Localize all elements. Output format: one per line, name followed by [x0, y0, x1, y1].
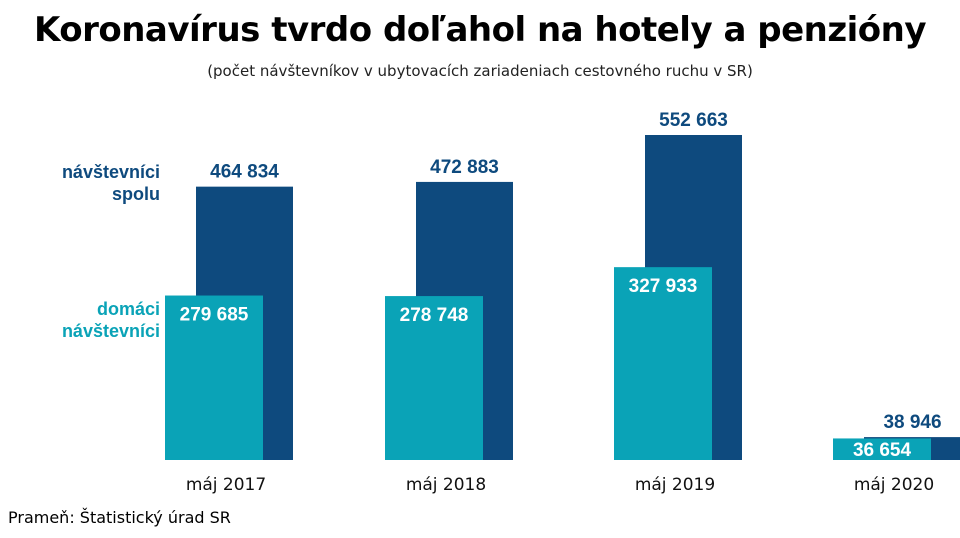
legend-total-visitors: návštevníci spolu [61, 162, 160, 204]
value-label-domestic-2: 327 933 [629, 276, 698, 297]
chart-title: Koronavírus tvrdo doľahol na hotely a pe… [33, 10, 927, 50]
category-label-0: máj 2017 [186, 475, 266, 495]
legend-domestic-visitors: domáci návštevníci [61, 299, 160, 341]
chart-subtitle: (počet návštevníkov v ubytovacích zariad… [207, 62, 753, 80]
value-label-total-1: 472 883 [430, 157, 499, 178]
bar-domestic-1 [385, 296, 483, 460]
bar-domestic-2 [614, 267, 712, 460]
value-label-domestic-3: 36 654 [853, 440, 912, 461]
value-label-total-2: 552 663 [659, 110, 728, 131]
bar-domestic-3 [833, 438, 931, 460]
category-label-1: máj 2018 [406, 475, 486, 495]
value-label-domestic-1: 278 748 [400, 305, 469, 326]
value-label-total-0: 464 834 [210, 162, 279, 183]
category-label-2: máj 2019 [635, 475, 715, 495]
value-label-domestic-0: 279 685 [180, 305, 249, 326]
bar-domestic-0 [165, 295, 263, 460]
value-label-total-3: 38 946 [883, 412, 941, 433]
category-label-3: máj 2020 [854, 475, 934, 495]
source-note: Prameň: Štatistický úrad SR [8, 508, 231, 527]
